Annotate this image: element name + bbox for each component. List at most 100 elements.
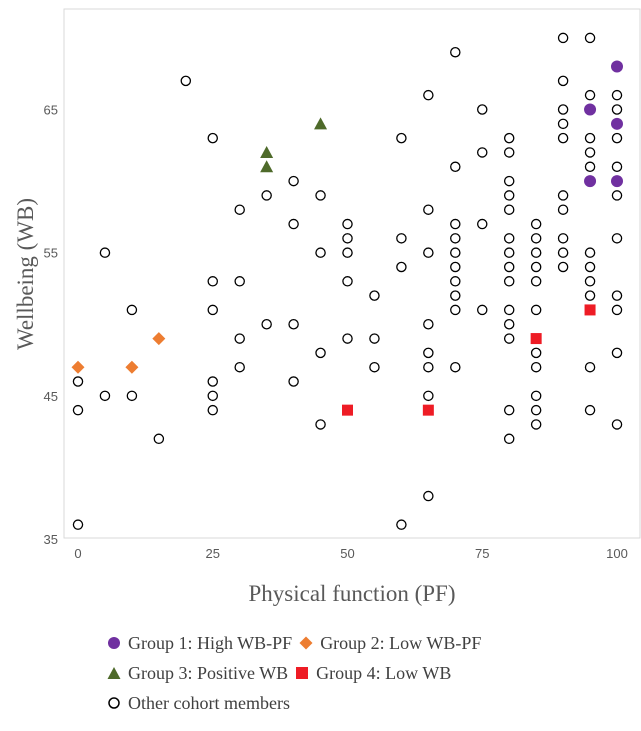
other-member-point <box>234 276 245 287</box>
other-member-point <box>503 190 515 201</box>
other-member-point <box>99 390 111 402</box>
other-member-point <box>126 390 138 402</box>
other-member-point <box>611 132 623 144</box>
other-member-point <box>450 290 461 301</box>
other-member-point <box>503 433 515 445</box>
x-tick-label: 75 <box>475 546 489 561</box>
other-member-point <box>584 32 596 44</box>
group-1-point <box>611 60 623 73</box>
legend-row-1: Group 1: High WB-PF Group 2: Low WB-PF <box>106 628 626 658</box>
group-1-point <box>611 175 623 188</box>
other-member-point <box>503 147 515 158</box>
other-member-point <box>584 276 596 287</box>
other-member-point <box>557 32 569 44</box>
other-member-point <box>261 318 272 330</box>
other-member-point <box>530 261 542 273</box>
other-member-point <box>396 519 407 530</box>
other-member-point <box>584 147 596 158</box>
legend-item-group-2: Group 2: Low WB-PF <box>298 633 481 654</box>
other-member-point <box>584 89 596 101</box>
other-member-point <box>423 204 434 215</box>
other-member-point <box>503 132 515 144</box>
other-member-point <box>503 204 515 215</box>
y-axis-ticks: 35 45 55 65 <box>44 103 58 548</box>
other-member-point <box>476 147 488 158</box>
legend-label-group-4: Group 4: Low WB <box>316 662 452 683</box>
legend-item-group-4: Group 4: Low WB <box>294 663 451 684</box>
other-member-point <box>396 132 407 144</box>
group-4-point <box>530 333 542 345</box>
other-member-point <box>288 376 299 387</box>
other-member-point <box>557 132 569 144</box>
other-member-point <box>530 347 542 359</box>
group-3-point <box>260 160 274 173</box>
x-tick-label: 25 <box>206 546 220 561</box>
group-3-point <box>260 145 274 158</box>
legend-item-group-3: Group 3: Positive WB <box>106 663 288 684</box>
plot-area <box>63 8 641 539</box>
legend-label-group-3: Group 3: Positive WB <box>128 662 289 683</box>
other-member-point <box>611 347 623 359</box>
other-member-point <box>611 233 623 244</box>
other-member-point <box>315 419 326 430</box>
legend-label-group-2: Group 2: Low WB-PF <box>320 632 482 653</box>
other-member-point <box>72 519 84 530</box>
other-member-point <box>342 233 353 244</box>
other-member-point <box>503 333 515 344</box>
data-points <box>71 32 623 530</box>
other-member-point <box>234 361 245 373</box>
other-member-point <box>530 419 542 430</box>
other-member-point <box>207 132 218 144</box>
y-tick-label: 55 <box>44 246 58 261</box>
other-member-point <box>207 304 218 316</box>
other-member-point <box>207 404 218 416</box>
other-member-point <box>503 276 515 287</box>
other-member-point <box>288 318 299 330</box>
other-member-point <box>342 218 353 230</box>
legend-item-other: Other cohort members <box>106 693 290 714</box>
other-member-point <box>584 290 596 301</box>
other-member-point <box>423 490 434 502</box>
other-member-point <box>180 75 192 87</box>
other-member-point <box>503 304 515 316</box>
other-member-point <box>530 304 542 316</box>
other-member-point <box>530 276 542 287</box>
x-tick-label: 100 <box>606 546 628 561</box>
other-member-point <box>153 433 165 445</box>
other-member-point <box>396 261 407 273</box>
other-member-point <box>450 161 461 173</box>
y-tick-label: 35 <box>44 532 58 547</box>
other-member-point <box>584 361 596 373</box>
other-member-point <box>557 233 569 244</box>
other-member-point <box>503 175 515 187</box>
other-member-point <box>342 276 353 287</box>
other-member-point <box>369 361 380 373</box>
other-member-point <box>342 333 353 344</box>
other-member-point <box>503 247 515 258</box>
other-member-point <box>423 390 434 402</box>
y-axis-title: Wellbeing (WB) <box>13 198 38 350</box>
other-member-point <box>530 390 542 402</box>
other-member-point <box>557 204 569 215</box>
group-2-point <box>152 332 166 346</box>
other-member-point <box>476 104 488 115</box>
other-member-point <box>288 175 299 187</box>
legend-row-2: Group 3: Positive WB Group 4: Low WB <box>106 658 626 688</box>
other-member-point <box>584 161 596 173</box>
other-member-point <box>611 161 623 173</box>
other-member-point <box>503 261 515 273</box>
other-member-point <box>72 404 84 416</box>
group-4-point <box>584 304 596 316</box>
other-member-point <box>315 190 326 201</box>
other-member-point <box>72 376 84 387</box>
other-member-point <box>99 247 111 258</box>
other-member-point <box>450 261 461 273</box>
other-member-point <box>611 419 623 430</box>
other-member-point <box>557 75 569 87</box>
other-member-point <box>369 290 380 301</box>
other-member-point <box>557 190 569 201</box>
other-member-point <box>450 276 461 287</box>
group-2-point <box>71 360 85 374</box>
other-member-point <box>207 276 218 287</box>
other-member-point <box>476 304 488 316</box>
